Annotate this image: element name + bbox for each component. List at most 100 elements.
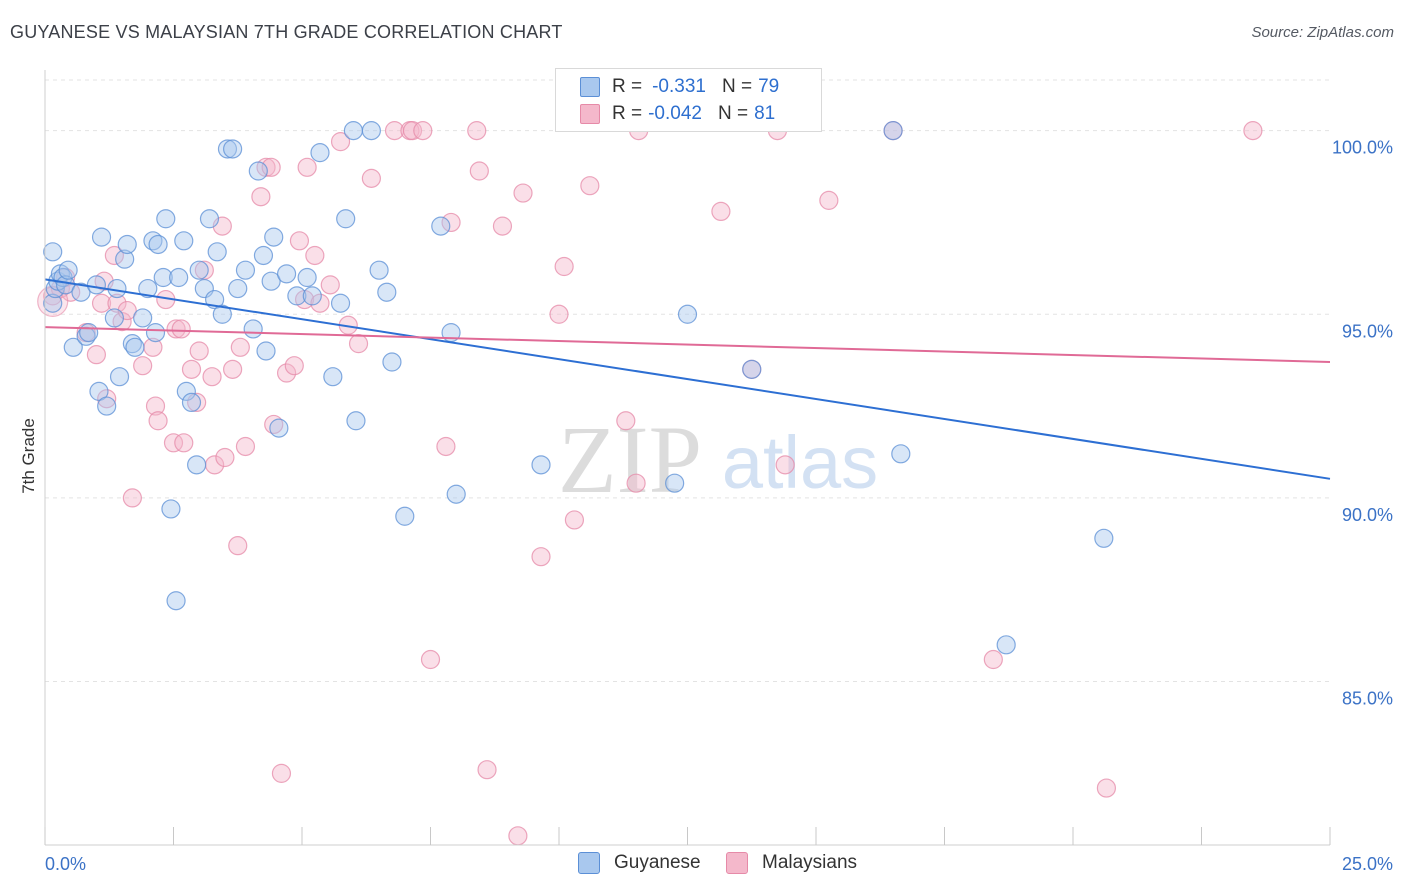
legend-n-value: 79 bbox=[758, 76, 780, 97]
guyanese-swatch bbox=[578, 852, 600, 874]
malaysian-point bbox=[441, 212, 461, 233]
grid-layer bbox=[45, 79, 1330, 683]
guyanese-point bbox=[1094, 528, 1114, 548]
malaysian-point bbox=[402, 121, 423, 141]
guyanese-point bbox=[235, 260, 256, 280]
y-tick-label: 90.0% bbox=[1342, 505, 1393, 525]
malaysian-point bbox=[348, 334, 369, 354]
malaysian-point bbox=[580, 176, 600, 196]
guyanese-point bbox=[243, 319, 263, 339]
malaysian-point bbox=[215, 447, 235, 468]
guyanese-point bbox=[264, 227, 284, 247]
guyanese-point bbox=[336, 209, 356, 229]
legend-item-guyanese[interactable]: Guyanese bbox=[578, 852, 701, 874]
malaysian-point bbox=[492, 216, 513, 236]
malaysian-point bbox=[189, 341, 209, 361]
malaysian-point bbox=[469, 161, 489, 181]
guyanese-point bbox=[176, 381, 196, 401]
malaysian-point bbox=[361, 168, 381, 188]
malaysian-point bbox=[181, 359, 202, 379]
malaysians-swatch bbox=[580, 104, 600, 124]
guyanese-point bbox=[677, 304, 698, 324]
y-axis-label: 7th Grade bbox=[19, 418, 38, 494]
guyanese-point bbox=[138, 278, 158, 299]
malaysian-point bbox=[531, 547, 551, 567]
malaysian-point bbox=[711, 201, 731, 222]
malaysian-point bbox=[264, 414, 284, 435]
legend-r-label: R = bbox=[612, 76, 643, 97]
malaysian-point bbox=[626, 473, 646, 493]
y-tick-label: 100.0% bbox=[1332, 138, 1393, 158]
guyanese-point bbox=[153, 267, 173, 288]
guyanese-point bbox=[117, 234, 137, 255]
legend-n-value: 81 bbox=[754, 103, 776, 124]
guyanese-point bbox=[302, 286, 322, 306]
chart-title: GUYANESE VS MALAYSIAN 7TH GRADE CORRELAT… bbox=[10, 22, 563, 42]
malaysian-point bbox=[305, 245, 325, 266]
legend-row-malaysians: R = -0.042 N = 81 bbox=[580, 102, 781, 126]
guyanese-point bbox=[253, 245, 274, 266]
malaysian-point bbox=[554, 256, 574, 277]
guyanese-point bbox=[217, 139, 238, 159]
watermark-atlas: atlas bbox=[722, 421, 878, 504]
legend-row-guyanese: R = -0.331 N = 79 bbox=[580, 75, 785, 99]
malaysian-point bbox=[230, 337, 250, 357]
malaysian-point bbox=[104, 245, 124, 266]
malaysian-point bbox=[983, 649, 1003, 670]
guyanese-point bbox=[207, 242, 227, 262]
guyanese-point bbox=[166, 591, 186, 611]
malaysian-point bbox=[420, 649, 441, 670]
guyanese-points bbox=[43, 121, 1114, 655]
guyanese-point bbox=[156, 209, 176, 229]
guyanese-point bbox=[122, 334, 142, 354]
guyanese-point bbox=[161, 499, 181, 519]
malaysian-point bbox=[549, 304, 569, 324]
legend-r-label: R = bbox=[612, 103, 643, 124]
malaysian-point bbox=[297, 157, 317, 177]
malaysian-point bbox=[477, 760, 497, 780]
malaysian-point bbox=[284, 356, 304, 376]
guyanese-point bbox=[382, 352, 402, 372]
guyanese-point bbox=[891, 444, 911, 464]
x-tick-label: 0.0% bbox=[45, 854, 86, 874]
axes: 85.0% 90.0% 95.0% 100.0% 0.0% 25.0% 7th Grade bbox=[19, 70, 1393, 874]
guyanese-point bbox=[883, 121, 903, 141]
guyanese-point bbox=[125, 337, 145, 357]
malaysian-point bbox=[251, 187, 271, 207]
guyanese-swatch bbox=[580, 77, 600, 97]
guyanese-point bbox=[145, 323, 166, 343]
legend-n-label: N = bbox=[721, 76, 753, 97]
legend-label-guyanese: Guyanese bbox=[614, 852, 701, 873]
malaysians-points bbox=[37, 121, 1263, 846]
legend-label-malaysians: Malaysians bbox=[762, 852, 858, 873]
guyanese-point bbox=[742, 359, 762, 379]
malaysian-point bbox=[91, 293, 112, 313]
source-label: Source: ZipAtlas.com bbox=[1251, 24, 1394, 41]
guyanese-point bbox=[665, 473, 685, 493]
guyanese-point bbox=[187, 455, 207, 475]
malaysian-point bbox=[86, 345, 107, 365]
legend-r-value: -0.042 bbox=[648, 103, 702, 124]
malaysian-point bbox=[148, 411, 168, 431]
guyanese-point bbox=[446, 484, 466, 504]
guyanese-point bbox=[97, 396, 117, 416]
guyanese-point bbox=[261, 271, 281, 291]
malaysian-point bbox=[330, 132, 351, 152]
malaysian-point bbox=[171, 319, 191, 339]
guyanese-point bbox=[104, 308, 124, 328]
guyanese-point bbox=[58, 260, 78, 280]
legend-item-malaysians[interactable]: Malaysians bbox=[726, 852, 857, 874]
trend-lines bbox=[44, 278, 1331, 480]
malaysian-point bbox=[1243, 121, 1263, 141]
malaysian-point bbox=[616, 411, 636, 431]
guyanese-point bbox=[43, 293, 63, 313]
guyanese-point bbox=[79, 323, 99, 343]
x-tick-label: 25.0% bbox=[1342, 854, 1393, 874]
guyanese-point bbox=[276, 264, 297, 284]
malaysian-point bbox=[508, 826, 528, 846]
stats-legend: R = -0.331 N = 79 R = -0.042 N = 81 bbox=[555, 68, 822, 132]
malaysian-point bbox=[775, 455, 795, 475]
malaysian-point bbox=[166, 319, 186, 339]
guyanese-point bbox=[343, 121, 363, 141]
